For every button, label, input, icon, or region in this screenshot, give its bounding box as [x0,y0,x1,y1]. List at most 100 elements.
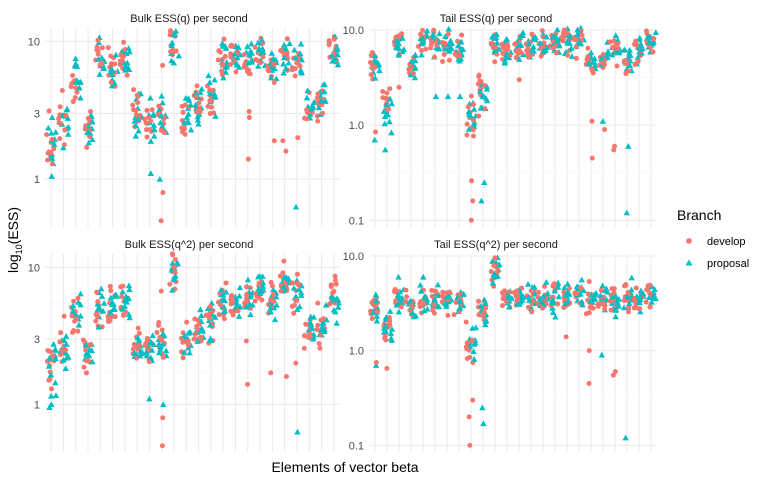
data-point-proposal [259,279,267,286]
data-point-develop [143,342,149,348]
data-point-develop [47,349,53,355]
data-point-proposal [271,316,279,323]
data-point-develop [578,285,584,291]
panel-title-bulk-q2: Bulk ESS(q^2) per second [125,239,254,251]
panel-title-bulk-q: Bulk ESS(q) per second [130,13,247,25]
data-point-develop [172,270,178,276]
data-point-develop [46,108,52,114]
data-point-develop [228,51,234,57]
data-point-develop [371,64,377,70]
data-point-develop [327,301,333,307]
data-point-develop [62,127,68,133]
data-point-develop [372,303,378,309]
data-point-develop [277,273,283,279]
data-point-proposal [52,392,60,399]
data-point-develop [445,312,451,318]
data-point-develop [314,326,320,332]
data-point-proposal [434,45,442,52]
data-point-develop [492,59,498,65]
data-point-proposal [467,112,474,119]
data-point-proposal [496,261,503,268]
data-point-develop [131,87,137,93]
data-point-develop [373,129,379,135]
data-point-develop [69,81,75,87]
data-point-develop [87,342,93,348]
data-point-develop [56,120,62,126]
data-point-proposal [185,110,192,117]
data-point-develop [387,318,393,324]
data-point-proposal [126,286,133,293]
data-point-proposal [423,27,431,34]
data-point-develop [464,121,470,127]
data-point-proposal [273,293,280,300]
data-point-develop [530,299,536,305]
data-point-develop [428,45,434,51]
data-point-develop [149,107,155,113]
y-tick-label: 10.0 [343,251,364,263]
data-point-proposal [537,40,544,46]
data-point-develop [207,303,213,309]
data-point-proposal [132,132,140,139]
data-point-proposal [197,89,204,96]
data-point-proposal [122,297,129,303]
data-point-develop [242,64,248,70]
data-point-proposal [371,74,379,81]
data-point-proposal [206,79,213,86]
data-point-proposal [248,58,256,65]
data-point-proposal [577,290,584,297]
data-point-develop [331,36,337,42]
data-point-develop [268,370,274,376]
panel-title-tail-q: Tail ESS(q) per second [440,13,553,25]
data-point-develop [529,309,535,315]
data-point-develop [467,354,473,360]
data-point-develop [483,305,489,311]
data-point-proposal [321,328,328,335]
data-point-develop [393,298,399,304]
data-point-proposal [204,305,212,311]
data-point-proposal [309,335,317,342]
data-point-proposal [626,300,633,307]
data-point-develop [551,44,557,50]
data-point-proposal [399,34,406,41]
data-point-develop [513,54,519,60]
data-point-develop [105,45,111,51]
data-point-proposal [254,273,262,280]
data-point-proposal [562,300,569,306]
data-point-proposal [259,283,267,289]
data-point-develop [332,277,338,283]
data-point-proposal [206,321,214,328]
data-point-proposal [107,294,114,301]
data-point-proposal [52,379,59,386]
data-point-develop [182,102,188,108]
data-point-proposal [331,296,339,303]
data-point-proposal [587,49,595,56]
data-point-develop [156,319,162,325]
data-point-proposal [540,48,547,55]
data-point-develop [651,36,657,42]
data-point-develop [561,305,567,311]
data-point-develop [144,337,150,343]
data-point-proposal [244,43,251,50]
data-point-develop [514,297,520,303]
data-point-proposal [372,291,380,298]
data-point-proposal [604,48,612,54]
data-point-proposal [519,51,527,57]
data-point-develop [294,271,300,277]
data-point-develop [633,38,639,44]
data-point-proposal [564,38,571,44]
data-point-develop [185,338,191,344]
data-point-proposal [454,42,462,49]
data-point-develop [72,95,78,101]
data-point-proposal [131,117,138,124]
data-point-proposal [285,59,292,66]
data-point-develop [144,107,150,113]
data-point-proposal [280,60,287,67]
data-point-develop [243,284,249,290]
data-point-develop [136,330,142,336]
data-point-proposal [50,341,57,347]
data-point-develop [369,316,375,322]
data-point-proposal [155,349,163,356]
data-point-proposal [369,309,377,316]
data-point-proposal [254,63,262,69]
data-point-develop [316,341,322,347]
